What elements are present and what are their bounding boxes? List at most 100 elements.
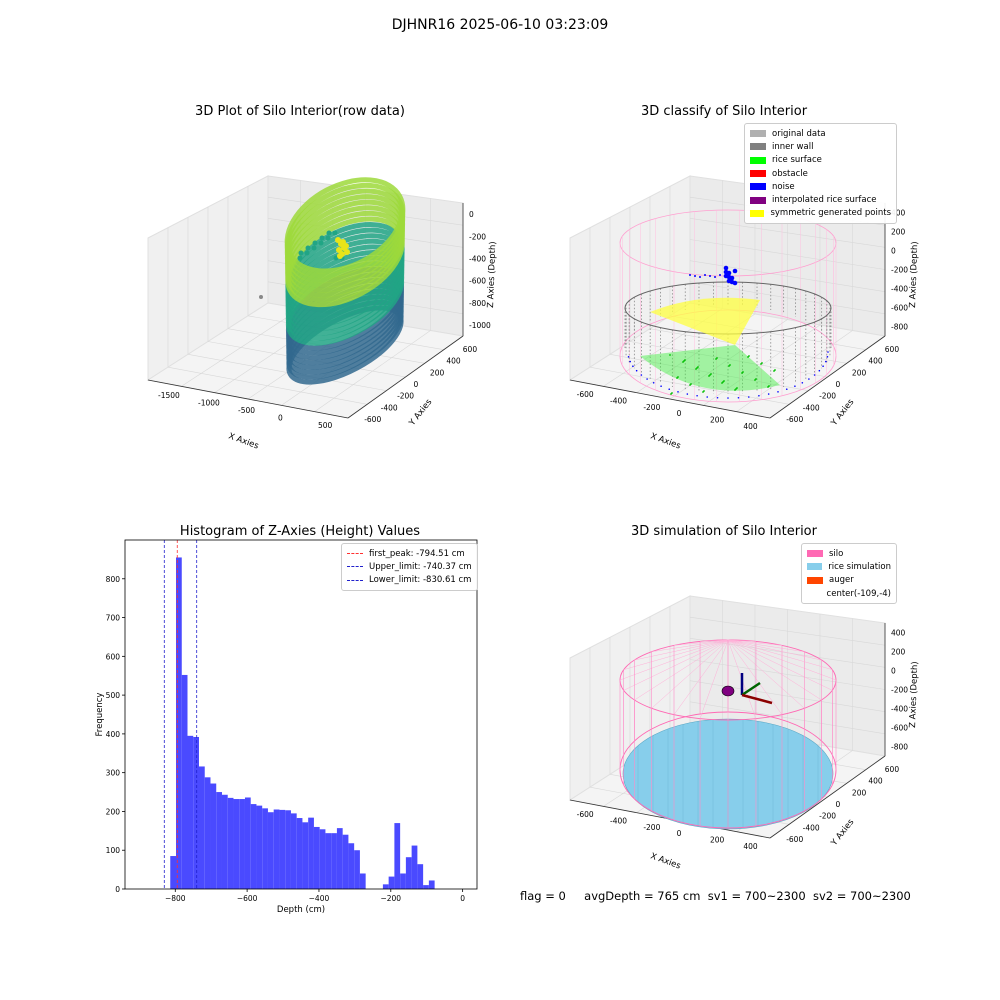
silo-roof-wire	[673, 639, 729, 646]
z-tick-label: 200	[891, 228, 906, 237]
grid-line	[736, 330, 853, 412]
silo-roof-wire	[727, 639, 805, 652]
rice-surface-point	[716, 357, 718, 359]
histogram-bar	[348, 843, 355, 889]
histogram-bar	[394, 823, 401, 889]
panel1-title: 3D Plot of Silo Interior(row data)	[195, 104, 405, 119]
histogram-bar	[279, 809, 286, 889]
x-tick-label: −200	[380, 894, 401, 903]
y-tick-label: -600	[786, 415, 803, 424]
rice-surface-point	[684, 359, 686, 361]
simulation-legend-label: auger	[829, 575, 854, 586]
x-tick-label: 0	[460, 894, 465, 903]
x-tick-label: 0	[677, 409, 682, 418]
noise-point	[808, 378, 810, 380]
y-tick-label: -200	[819, 812, 836, 821]
simulation-legend-entry: auger	[807, 574, 891, 587]
x-axis-label: Depth (cm)	[277, 905, 325, 915]
raw-point	[305, 245, 311, 251]
status-avg-depth: avgDepth = 765 cm	[584, 889, 701, 903]
classify-legend-label: inner wall	[772, 141, 814, 152]
noise-point	[813, 374, 816, 376]
noise-point	[825, 360, 827, 363]
y-tick-label: 800	[106, 575, 121, 584]
silo-roof-wire	[727, 639, 833, 691]
z-tick-label: -800	[469, 299, 486, 308]
grid-line	[689, 701, 886, 735]
z-tick-label: -200	[469, 232, 486, 241]
histogram-legend-label: Lower_limit: -830.61 cm	[369, 575, 472, 586]
z-axis-label: Z Axies (Depth)	[486, 241, 498, 308]
noise-point	[632, 365, 634, 368]
y-tick-label: 600	[885, 345, 900, 354]
noise-point	[737, 396, 740, 399]
y-axis-line	[769, 755, 886, 839]
classify-legend-swatch	[750, 183, 766, 191]
histogram-bar	[256, 805, 263, 889]
raw-point	[298, 250, 304, 256]
y-tick-label: 400	[106, 730, 121, 739]
x-tick-label: -500	[238, 406, 255, 415]
classify-legend-swatch	[750, 143, 766, 151]
simulation-legend: silo rice simulation auger center(-109,-4)	[801, 543, 897, 605]
noise-point	[635, 369, 638, 372]
silo-roof-wire	[651, 639, 729, 709]
simulation-legend-entry: rice simulation	[807, 560, 891, 573]
histogram-bar	[170, 856, 177, 889]
rice-surface-point	[736, 387, 738, 389]
noise-point	[709, 275, 711, 277]
silo-roof-wire	[651, 639, 729, 652]
noise-point	[640, 374, 643, 376]
rice-surface-point	[761, 362, 763, 364]
raw-point	[318, 240, 324, 246]
histogram-bar	[388, 876, 395, 889]
x-tick-label: 500	[318, 421, 333, 430]
x-tick-label: −800	[165, 894, 186, 903]
z-tick-label: 400	[891, 209, 906, 218]
histogram-bar	[216, 792, 222, 889]
noise-point	[785, 388, 788, 391]
status-flag: flag = 0	[520, 889, 566, 903]
histogram-bar	[290, 813, 297, 889]
simulation-legend-swatch	[807, 590, 821, 598]
classify-legend: original data inner wall rice surface obsta…	[744, 123, 897, 225]
silo-roof-wire	[727, 639, 783, 715]
panel2-title: 3D classify of Silo Interior	[640, 104, 808, 119]
silo-roof-wire	[727, 639, 783, 646]
y-tick-label: -400	[803, 403, 820, 412]
raw-point	[344, 249, 350, 255]
symmetric-points	[650, 297, 760, 345]
z-tick-label: -400	[469, 254, 486, 263]
classify-legend-swatch	[750, 209, 765, 217]
histogram-legend: first_peak: -794.51 cm Upper_limit: -740.…	[341, 543, 478, 591]
y-tick-label: 200	[852, 788, 867, 797]
y-tick-label: 0	[836, 800, 841, 809]
histogram-legend-entry: Upper_limit: -740.37 cm	[347, 560, 472, 573]
silo-roof-wire	[634, 639, 729, 661]
histogram-bar	[423, 885, 429, 889]
silo-roof-wire	[727, 639, 822, 701]
noise-point	[716, 396, 719, 399]
figure-suptitle: DJHNR16 2025-06-10 03:23:09	[391, 17, 609, 33]
histogram-legend-entry: Lower_limit: -830.61 cm	[347, 574, 472, 587]
noise-point	[677, 391, 679, 393]
noise-point	[767, 393, 770, 395]
grid-line	[314, 330, 431, 412]
histogram-bar	[313, 826, 320, 889]
noise-point	[629, 360, 631, 363]
histogram-bar	[428, 880, 435, 889]
histogram-legend-entry: first_peak: -794.51 cm	[347, 547, 472, 560]
y-tick-label: 600	[463, 345, 478, 354]
silo-roof-wire	[623, 639, 729, 691]
noise-point	[723, 269, 729, 275]
x-tick-label: 0	[278, 414, 283, 423]
noise-point	[699, 276, 701, 278]
y-tick-label: 100	[106, 846, 121, 855]
y-tick-label: -200	[397, 392, 414, 401]
z-tick-label: -600	[469, 277, 486, 286]
raw-point-ring	[284, 177, 406, 274]
noise-point	[727, 397, 729, 399]
classify-legend-label: symmetric generated points	[770, 208, 891, 219]
histogram-bar	[176, 557, 182, 889]
classify-legend-entry: symmetric generated points	[750, 207, 891, 220]
